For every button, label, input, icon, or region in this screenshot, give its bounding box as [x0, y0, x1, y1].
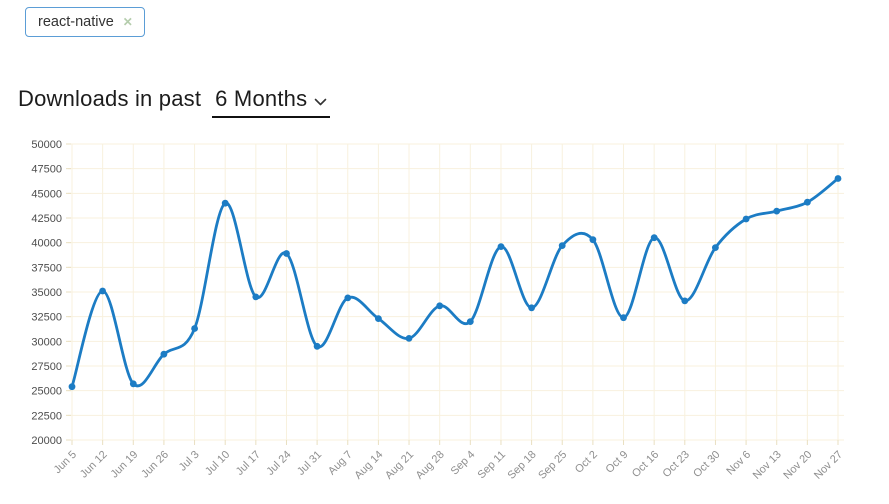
data-point[interactable]	[436, 302, 444, 310]
x-axis-label: Oct 2	[573, 449, 600, 476]
x-axis-label: Jul 10	[203, 449, 232, 478]
data-point[interactable]	[466, 318, 474, 325]
x-axis-label: Jun 12	[78, 449, 110, 481]
data-point[interactable]	[558, 242, 566, 249]
x-axis-label: Jun 19	[109, 449, 141, 481]
chevron-down-icon	[314, 98, 327, 106]
data-point[interactable]	[313, 342, 321, 350]
y-axis-label: 32500	[31, 312, 62, 324]
x-axis-label: Oct 9	[604, 449, 631, 476]
data-point[interactable]	[681, 297, 689, 305]
data-point[interactable]	[68, 383, 76, 391]
x-axis-label: Aug 7	[326, 449, 355, 478]
y-axis-label: 30000	[31, 336, 62, 348]
downloads-chart-svg[interactable]: 20000 22500 25000 27500 30000 32500 35000 37500…	[0, 131, 889, 499]
x-axis-label: Jul 24	[264, 449, 293, 478]
data-point[interactable]	[129, 380, 137, 388]
x-axis-label: Sep 4	[449, 449, 478, 478]
x-axis-label: Jun 26	[139, 449, 171, 481]
data-point[interactable]	[589, 236, 597, 244]
y-axis-label: 47500	[31, 164, 62, 176]
data-point[interactable]	[773, 207, 781, 215]
x-axis-label: Sep 25	[536, 449, 569, 482]
x-axis-label: Jul 17	[234, 449, 263, 478]
y-axis-label: 45000	[31, 188, 62, 200]
data-point[interactable]	[620, 314, 627, 322]
data-point[interactable]	[405, 335, 413, 342]
data-point[interactable]	[191, 325, 199, 332]
y-axis-label: 27500	[31, 361, 62, 373]
period-selector[interactable]: 6 Months	[212, 86, 331, 118]
data-point[interactable]	[742, 215, 750, 223]
chart-title: Downloads in past 6 Months	[18, 86, 331, 118]
data-point[interactable]	[252, 293, 260, 301]
data-point[interactable]	[99, 287, 106, 295]
y-axis-label: 20000	[31, 435, 62, 447]
x-axis-label: Jul 31	[295, 449, 324, 478]
x-axis-label: Nov 27	[812, 449, 845, 482]
y-axis-label: 25000	[31, 386, 62, 398]
data-point[interactable]	[650, 234, 658, 242]
x-axis-label: Nov 6	[724, 449, 753, 478]
downloads-chart[interactable]: 20000 22500 25000 27500 30000 32500 35000 37500…	[0, 131, 889, 504]
x-axis-label: Nov 13	[751, 449, 784, 482]
data-point[interactable]	[834, 175, 842, 182]
close-icon[interactable]: ✕	[122, 15, 133, 29]
x-axis-label: Oct 30	[691, 449, 722, 480]
data-point[interactable]	[283, 250, 290, 257]
package-chip[interactable]: react-native ✕	[25, 7, 145, 37]
x-axis-label: Oct 16	[630, 449, 661, 480]
x-axis-label: Jun 5	[52, 449, 80, 477]
data-point[interactable]	[804, 198, 811, 206]
y-axis-label: 40000	[31, 238, 62, 250]
chart-title-text: Downloads in past	[18, 86, 202, 111]
y-axis-label: 35000	[31, 287, 62, 299]
x-axis-label: Aug 14	[352, 449, 385, 482]
y-axis-label: 22500	[31, 410, 62, 422]
package-chip-label: react-native	[38, 14, 114, 30]
period-selector-value: 6 Months	[215, 86, 308, 111]
x-axis-label: Sep 18	[506, 449, 539, 482]
x-axis-label: Jul 3	[177, 449, 202, 474]
data-point[interactable]	[375, 315, 382, 322]
series-line	[70, 177, 840, 389]
data-point[interactable]	[497, 243, 505, 250]
x-axis-label: Aug 21	[383, 449, 416, 482]
y-axis-label: 50000	[31, 139, 62, 151]
x-axis-label: Sep 11	[476, 449, 509, 482]
y-axis-label: 37500	[31, 262, 62, 274]
data-point[interactable]	[344, 294, 352, 302]
data-point[interactable]	[221, 199, 229, 207]
y-axis-label: 42500	[31, 213, 62, 225]
x-axis-label: Aug 28	[414, 449, 447, 482]
x-axis-label: Oct 23	[661, 449, 692, 480]
data-point[interactable]	[712, 244, 719, 251]
x-axis-label: Nov 20	[781, 449, 814, 482]
data-point[interactable]	[528, 304, 535, 312]
data-point[interactable]	[160, 350, 168, 358]
